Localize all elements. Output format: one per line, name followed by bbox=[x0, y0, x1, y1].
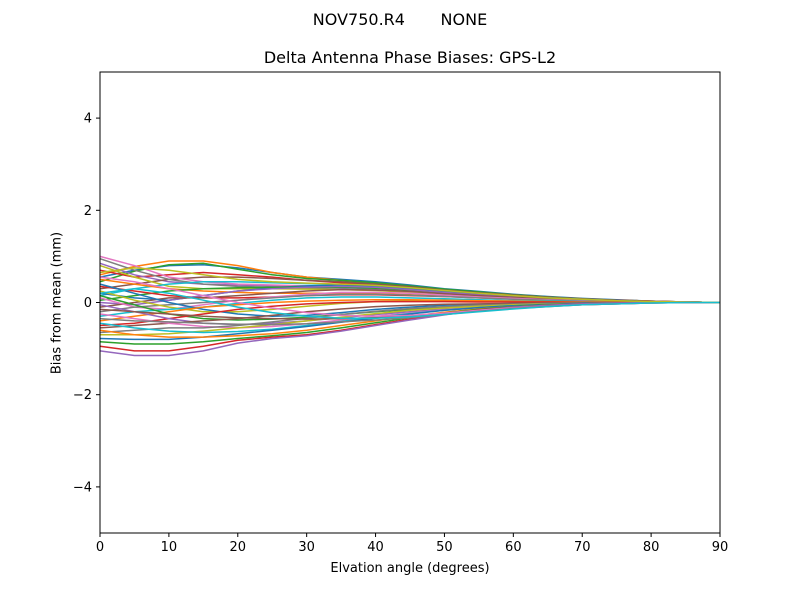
y-tick-label: −4 bbox=[73, 480, 92, 495]
data-lines bbox=[99, 255, 721, 357]
series-line-s39 bbox=[99, 267, 721, 304]
x-tick-label: 40 bbox=[367, 540, 384, 555]
x-tick-label: 20 bbox=[230, 540, 247, 555]
x-axis-ticks: 0 10 20 30 40 50 60 70 80 90 bbox=[96, 533, 728, 555]
x-tick-label: 70 bbox=[574, 540, 591, 555]
y-axis-label: Bias from mean (mm) bbox=[49, 231, 65, 375]
x-tick-label: 30 bbox=[298, 540, 315, 555]
x-tick-label: 0 bbox=[96, 540, 104, 555]
y-axis-ticks: −4 −2 0 2 4 bbox=[73, 112, 100, 495]
x-tick-label: 80 bbox=[643, 540, 660, 555]
x-tick-label: 10 bbox=[161, 540, 178, 555]
y-tick-label: 0 bbox=[84, 296, 92, 311]
y-tick-label: −2 bbox=[73, 388, 92, 403]
y-tick-label: 4 bbox=[84, 112, 92, 127]
y-tick-label: 2 bbox=[84, 204, 92, 219]
x-tick-label: 50 bbox=[436, 540, 453, 555]
series-line-s40 bbox=[99, 287, 720, 319]
figure-suptitle: NOV750.R4 NONE bbox=[312, 10, 488, 29]
x-axis-label: Elvation angle (degrees) bbox=[330, 561, 490, 576]
series-line-s35 bbox=[99, 301, 720, 357]
x-tick-label: 60 bbox=[505, 540, 522, 555]
x-tick-label: 90 bbox=[712, 540, 729, 555]
chart-title: Delta Antenna Phase Biases: GPS-L2 bbox=[263, 48, 557, 67]
